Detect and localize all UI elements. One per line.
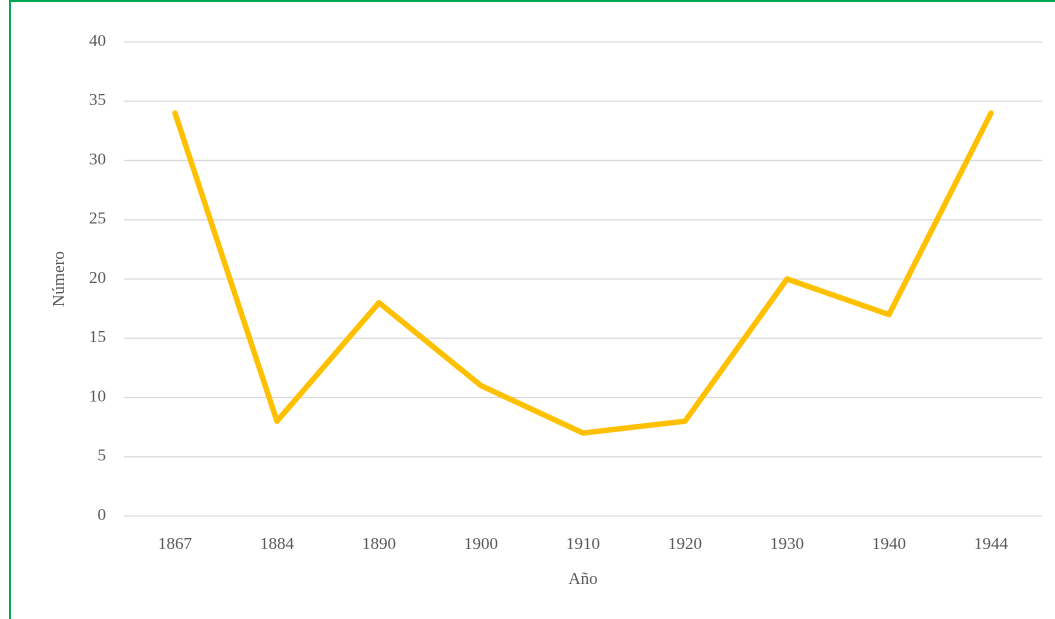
x-tick-label: 1930 [770, 534, 804, 553]
x-tick-label: 1910 [566, 534, 600, 553]
x-tick-label: 1890 [362, 534, 396, 553]
y-tick-label: 15 [89, 327, 106, 346]
x-axis-title: Año [568, 569, 597, 588]
x-tick-label: 1944 [974, 534, 1009, 553]
data-line [172, 110, 994, 436]
x-tick-label: 1920 [668, 534, 702, 553]
y-tick-label: 5 [98, 446, 107, 465]
y-tick-label: 35 [89, 90, 106, 109]
x-tick-label: 1940 [872, 534, 906, 553]
y-tick-label: 40 [89, 31, 106, 50]
y-tick-label: 20 [89, 268, 106, 287]
y-tick-label: 10 [89, 386, 106, 405]
y-tick-label: 30 [89, 149, 106, 168]
y-tick-label: 0 [98, 505, 107, 524]
y-axis-title: Número [49, 251, 68, 307]
y-tick-label: 25 [89, 209, 106, 228]
x-tick-label: 1867 [158, 534, 193, 553]
x-tick-label: 1884 [260, 534, 295, 553]
x-tick-label: 1900 [464, 534, 498, 553]
